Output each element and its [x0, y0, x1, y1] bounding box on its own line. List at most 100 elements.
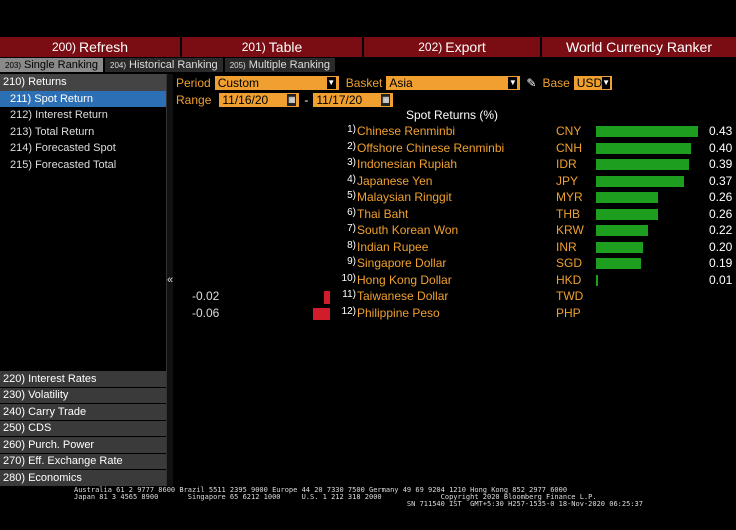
- sidebar-item-forecasted-total[interactable]: 215) Forecasted Total: [10, 158, 117, 171]
- footer-line: Japan 81 3 4565 8900 Singapore 65 6212 1…: [74, 493, 597, 501]
- rank-number: 1): [347, 124, 356, 135]
- range-label: Range: [176, 92, 212, 107]
- table-row[interactable]: 6) Thai Baht THB 0.26: [176, 207, 736, 223]
- sidebar-item-total-return[interactable]: 213) Total Return: [10, 125, 95, 138]
- positive-return-bar: [596, 225, 649, 236]
- panel-divider[interactable]: [166, 74, 173, 486]
- rank-number: 4): [347, 173, 356, 185]
- return-value: 0.40: [709, 140, 733, 155]
- period-dropdown[interactable]: Custom ▼: [214, 75, 339, 90]
- sidebar-item-spot-return[interactable]: 211) Spot Return: [0, 90, 166, 107]
- currency-code[interactable]: KRW: [556, 223, 584, 237]
- base-label: Base: [542, 75, 570, 90]
- currency-name[interactable]: Taiwanese Dollar: [357, 289, 449, 303]
- basket-value: Asia: [389, 75, 413, 90]
- collapse-sidebar-icon[interactable]: «: [167, 274, 174, 286]
- tab-label: Historical Ranking: [129, 59, 218, 71]
- table-row[interactable]: 4) Japanese Yen JPY 0.37: [176, 174, 736, 190]
- pencil-icon[interactable]: ✎: [526, 75, 537, 90]
- tab-number: 205): [229, 60, 246, 70]
- base-dropdown[interactable]: USD ▼: [573, 75, 612, 90]
- return-value: 0.26: [709, 190, 733, 204]
- currency-code[interactable]: CNH: [556, 140, 582, 155]
- sidebar-item-carry-trade[interactable]: 240) Carry Trade: [0, 404, 166, 421]
- footer-line: SN 711540 IST GMT+5:30 H257-1535-0 18-No…: [74, 500, 643, 508]
- table-row[interactable]: 10) Hong Kong Dollar HKD 0.01: [176, 273, 736, 289]
- sidebar-item-interest-rates[interactable]: 220) Interest Rates: [0, 371, 166, 388]
- sidebar-item-forecasted-spot[interactable]: 214) Forecasted Spot: [10, 142, 116, 155]
- currency-name[interactable]: South Korean Won: [357, 223, 459, 237]
- currency-code[interactable]: MYR: [556, 190, 583, 204]
- tab-single-ranking[interactable]: 203) Single Ranking: [0, 58, 104, 72]
- rank-number: 8): [347, 239, 356, 251]
- table-row[interactable]: 3) Indonesian Rupiah IDR 0.39: [176, 157, 736, 173]
- range-to-value: 11/17/20: [316, 92, 363, 107]
- positive-return-bar: [596, 175, 684, 187]
- period-value: Custom: [217, 75, 260, 90]
- tab-multiple-ranking[interactable]: 205) Multiple Ranking: [224, 58, 336, 72]
- currency-name[interactable]: Offshore Chinese Renminbi: [357, 140, 505, 155]
- return-value: 0.43: [709, 124, 733, 138]
- period-label: Period: [176, 75, 211, 90]
- calendar-icon[interactable]: ▦: [381, 93, 391, 106]
- positive-return-bar: [596, 258, 642, 269]
- currency-code[interactable]: INR: [556, 239, 577, 254]
- currency-name[interactable]: Thai Baht: [357, 206, 409, 221]
- currency-name[interactable]: Hong Kong Dollar: [357, 272, 452, 287]
- sidebar-item-cds[interactable]: 250) CDS: [0, 420, 166, 437]
- table-row[interactable]: 2) Offshore Chinese Renminbi CNH 0.40: [176, 141, 736, 157]
- rank-number: 11): [342, 289, 356, 300]
- currency-code[interactable]: TWD: [556, 289, 584, 303]
- table-row[interactable]: 5) Malaysian Ringgit MYR 0.26: [176, 190, 736, 206]
- currency-code[interactable]: THB: [556, 206, 580, 221]
- calendar-icon[interactable]: ▦: [287, 93, 297, 106]
- sidebar-item-volatility[interactable]: 230) Volatility: [0, 387, 166, 404]
- currency-name[interactable]: Philippine Peso: [357, 305, 440, 320]
- tab-historical-ranking[interactable]: 204) Historical Ranking: [105, 58, 223, 72]
- rank-number: 7): [347, 223, 356, 234]
- range-separator: -: [304, 92, 309, 107]
- ranking-tabs: 203) Single Ranking 204) Historical Rank…: [0, 58, 736, 72]
- controls-row-1: Period Custom ▼ Basket Asia ▼ ✎ Base USD…: [176, 75, 612, 90]
- chevron-down-icon: ▼: [508, 76, 518, 89]
- rank-number: 12): [341, 305, 356, 317]
- currency-name[interactable]: Malaysian Ringgit: [357, 190, 452, 204]
- table-row[interactable]: 7) South Korean Won KRW 0.22: [176, 223, 736, 239]
- table-row[interactable]: 12) Philippine Peso PHP -0.06: [176, 306, 736, 322]
- positive-return-bar: [596, 159, 689, 170]
- currency-code[interactable]: PHP: [556, 305, 581, 320]
- sidebar-item-interest-return[interactable]: 212) Interest Return: [10, 109, 108, 122]
- currency-code[interactable]: JPY: [556, 173, 579, 188]
- currency-code[interactable]: HKD: [556, 272, 582, 287]
- return-value-negative: -0.02: [192, 289, 220, 303]
- range-to-input[interactable]: 11/17/20 ▦: [313, 92, 394, 107]
- sidebar-returns-header[interactable]: 210) Returns: [0, 74, 166, 91]
- app-title: World Currency Ranker: [542, 37, 736, 57]
- table-row[interactable]: 1) Chinese Renminbi CNY 0.43: [176, 124, 736, 140]
- table-row[interactable]: 11) Taiwanese Dollar TWD -0.02: [176, 289, 736, 305]
- currency-name[interactable]: Chinese Renminbi: [357, 124, 456, 138]
- rank-number: 6): [347, 206, 356, 218]
- refresh-button[interactable]: 200) Refresh: [0, 37, 182, 57]
- currency-name[interactable]: Japanese Yen: [357, 173, 433, 188]
- export-button[interactable]: 202) Export: [364, 37, 542, 57]
- sidebar-item-eff-exchange-rate[interactable]: 270) Eff. Exchange Rate: [0, 453, 166, 470]
- range-from-input[interactable]: 11/16/20 ▦: [219, 92, 300, 107]
- currency-code[interactable]: CNY: [556, 124, 582, 138]
- positive-return-bar: [596, 241, 644, 253]
- negative-return-bar: [313, 307, 330, 320]
- currency-name[interactable]: Indonesian Rupiah: [357, 157, 458, 171]
- base-value: USD: [576, 75, 603, 90]
- currency-code[interactable]: IDR: [556, 157, 577, 171]
- table-row[interactable]: 8) Indian Rupee INR 0.20: [176, 240, 736, 256]
- return-value: 0.39: [709, 157, 733, 171]
- currency-name[interactable]: Singapore Dollar: [357, 256, 447, 270]
- basket-dropdown[interactable]: Asia ▼: [386, 75, 521, 90]
- table-button[interactable]: 201) Table: [182, 37, 364, 57]
- currency-name[interactable]: Indian Rupee: [357, 239, 429, 254]
- currency-code[interactable]: SGD: [556, 256, 583, 270]
- sidebar-item-economics[interactable]: 280) Economics: [0, 470, 166, 487]
- table-row[interactable]: 9) Singapore Dollar SGD 0.19: [176, 256, 736, 272]
- sidebar-item-purch-power[interactable]: 260) Purch. Power: [0, 437, 166, 454]
- refresh-number: 200): [51, 40, 76, 54]
